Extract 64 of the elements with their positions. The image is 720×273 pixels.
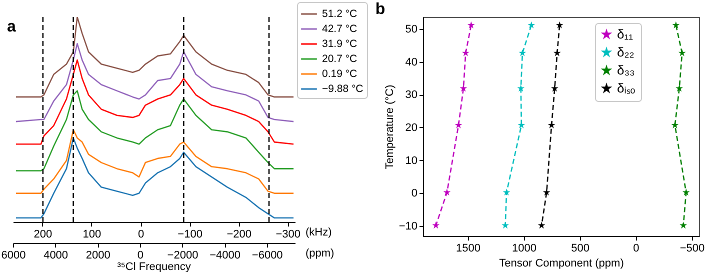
point	[548, 121, 556, 128]
text: ³⁵Cl Frequency	[117, 261, 192, 273]
legend-label: δ₃₃	[617, 62, 635, 78]
point	[672, 21, 680, 28]
x-tick-label: 1000	[512, 242, 537, 254]
point	[671, 121, 679, 128]
y-axis-title: Temperature (°C)	[384, 84, 396, 170]
legend-label: δ₂₂	[617, 44, 634, 60]
legend-label: 51.2 °C	[322, 8, 358, 20]
y-tick-label: 20	[405, 122, 418, 134]
legend-label: 31.9 °C	[322, 38, 358, 50]
point	[460, 84, 468, 92]
x-tick-label: 100	[82, 228, 102, 240]
point	[528, 21, 536, 28]
point	[553, 49, 561, 56]
x-tick-label: 500	[571, 242, 590, 254]
point	[550, 84, 558, 92]
x2-tick-label: −6000	[252, 250, 283, 262]
x-tick-label: 1500	[456, 242, 481, 254]
point	[517, 84, 525, 92]
point	[462, 49, 470, 56]
point	[443, 188, 451, 196]
legend-label: δ₁₁	[617, 26, 634, 42]
x-tick-label: −500	[680, 242, 705, 254]
point	[454, 121, 462, 128]
y-tick-label: 50	[405, 24, 418, 36]
point	[518, 49, 526, 56]
point	[538, 222, 546, 229]
x2-axis-title: (ppm)	[306, 248, 334, 260]
x-tick-label: −300	[276, 228, 301, 240]
legend-label: 42.7 °C	[322, 23, 358, 35]
x-axis-title: Tensor Component (ppm)	[499, 258, 624, 270]
point	[556, 21, 564, 28]
y-tick-label: 40	[405, 56, 418, 68]
x2-tick-label: 2000	[86, 250, 110, 262]
legend-label: δᵢₛₒ	[617, 80, 636, 96]
x2-tick-label: −4000	[210, 250, 241, 262]
chart-title: a	[7, 18, 16, 36]
point	[502, 188, 510, 196]
x-tick-label: 0	[138, 228, 144, 240]
legend-label: 20.7 °C	[322, 53, 358, 65]
x-tick-label: −200	[226, 228, 252, 240]
y-tick-label: 30	[405, 89, 418, 102]
legend-label: 0.19 °C	[322, 68, 358, 80]
chart-title: b	[375, 1, 386, 18]
x-tick-label: 200	[34, 228, 52, 240]
point	[502, 222, 509, 229]
x2-tick-label: 6000	[1, 250, 26, 262]
y-tick-label: 10	[405, 154, 418, 167]
point	[467, 21, 475, 28]
x2-tick-label: −2000	[167, 250, 198, 262]
point	[676, 84, 683, 92]
x-axis-title: (kHz)	[306, 226, 332, 238]
point	[542, 188, 550, 196]
x-tick-label: −100	[178, 228, 202, 240]
y-tick-label: −10	[398, 220, 418, 232]
x-tick-label: 0	[633, 242, 640, 254]
point	[432, 222, 440, 229]
legend-label: −9.88 °C	[322, 83, 364, 95]
y-tick-label: 0	[411, 188, 418, 200]
point	[682, 188, 690, 196]
point	[678, 49, 686, 56]
point	[680, 222, 688, 229]
x2-tick-label: 4000	[44, 250, 68, 262]
